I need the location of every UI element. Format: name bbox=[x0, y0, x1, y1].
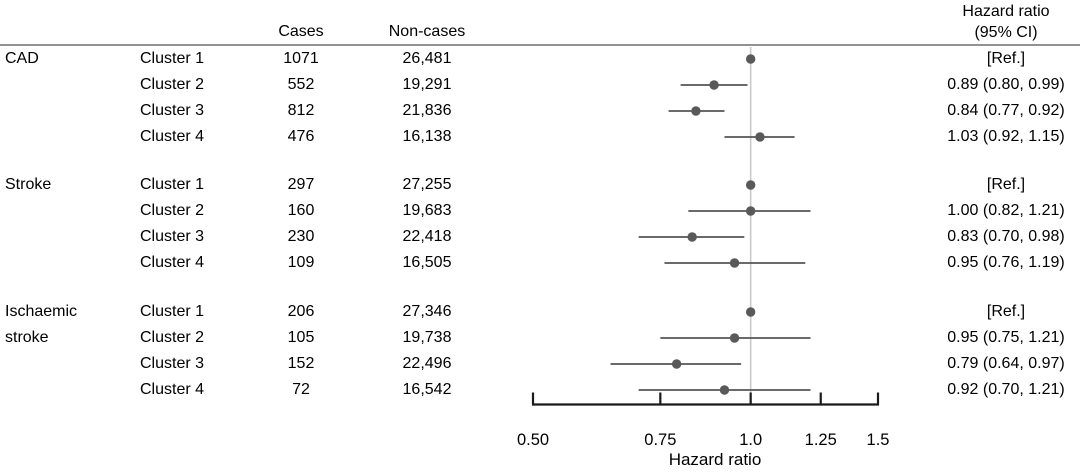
cases-value: 152 bbox=[287, 355, 315, 372]
hr-ci-value: 0.92 (0.70, 1.21) bbox=[947, 381, 1065, 398]
hr-marker bbox=[709, 80, 719, 90]
non-cases-value: 21,836 bbox=[402, 102, 452, 119]
outcome-label: Ischaemic bbox=[5, 303, 78, 320]
cluster-label: Cluster 1 bbox=[140, 176, 205, 193]
cases-value: 109 bbox=[287, 254, 315, 271]
cases-value: 206 bbox=[287, 303, 315, 320]
hr-marker bbox=[745, 206, 756, 216]
hr-ci-value: [Ref.] bbox=[986, 303, 1026, 320]
non-cases-value: 27,255 bbox=[402, 176, 452, 193]
cluster-label: Cluster 2 bbox=[140, 76, 205, 93]
hr-ci-value: 1.03 (0.92, 1.15) bbox=[947, 128, 1065, 145]
column-header-non-cases: Non-cases bbox=[388, 23, 466, 40]
x-axis-tick-label: 0.75 bbox=[644, 431, 676, 449]
x-axis-tick-label: 1.25 bbox=[805, 431, 837, 449]
cases-value: 105 bbox=[287, 329, 315, 346]
column-header-hazard-ratio: Hazard ratio (95% CI) bbox=[921, 1, 1080, 43]
outcome-label: stroke bbox=[5, 329, 49, 346]
x-axis-label: Hazard ratio bbox=[668, 450, 762, 469]
hr-marker bbox=[745, 307, 756, 317]
hr-ci-value: 0.79 (0.64, 0.97) bbox=[947, 355, 1065, 372]
cases-value: 72 bbox=[292, 381, 310, 398]
hr-ci-value: [Ref.] bbox=[986, 50, 1026, 67]
hr-marker bbox=[719, 385, 730, 395]
non-cases-value: 19,683 bbox=[402, 202, 452, 219]
non-cases-value: 19,291 bbox=[402, 76, 452, 93]
cases-value: 297 bbox=[287, 176, 315, 193]
cluster-label: Cluster 2 bbox=[140, 329, 205, 346]
cases-value: 1071 bbox=[283, 50, 319, 67]
hr-ci-value: 0.89 (0.80, 0.99) bbox=[947, 76, 1065, 93]
x-axis-tick-label: 1.0 bbox=[739, 431, 762, 449]
hr-marker bbox=[687, 232, 697, 242]
non-cases-value: 16,542 bbox=[402, 381, 452, 398]
non-cases-value: 22,496 bbox=[402, 355, 452, 372]
hr-marker bbox=[729, 333, 740, 343]
hr-ci-value: 0.95 (0.75, 1.21) bbox=[947, 329, 1065, 346]
cases-value: 812 bbox=[287, 102, 315, 119]
hr-marker bbox=[671, 359, 682, 369]
hr-ci-value: [Ref.] bbox=[986, 176, 1026, 193]
non-cases-value: 16,505 bbox=[402, 254, 452, 271]
hazard-ratio-header-line2: (95% CI) bbox=[974, 24, 1038, 41]
non-cases-value: 26,481 bbox=[402, 50, 452, 67]
cluster-label: Cluster 2 bbox=[140, 202, 205, 219]
hr-marker bbox=[745, 54, 756, 64]
x-axis-tick-label: 1.5 bbox=[867, 431, 890, 449]
cluster-label: Cluster 4 bbox=[140, 254, 205, 271]
hr-ci-value: 0.83 (0.70, 0.98) bbox=[947, 228, 1065, 245]
non-cases-value: 16,138 bbox=[402, 128, 452, 145]
hr-ci-value: 0.84 (0.77, 0.92) bbox=[947, 102, 1065, 119]
column-header-cases: Cases bbox=[278, 23, 324, 40]
cluster-label: Cluster 3 bbox=[140, 355, 205, 372]
cluster-label: Cluster 4 bbox=[140, 381, 205, 398]
cluster-label: Cluster 1 bbox=[140, 50, 205, 67]
cluster-label: Cluster 4 bbox=[140, 128, 205, 145]
hr-ci-value: 1.00 (0.82, 1.21) bbox=[947, 202, 1065, 219]
x-axis-tick-label: 0.50 bbox=[517, 431, 549, 449]
non-cases-value: 19,738 bbox=[402, 329, 452, 346]
cases-value: 552 bbox=[287, 76, 315, 93]
cluster-label: Cluster 3 bbox=[140, 102, 205, 119]
cases-value: 160 bbox=[287, 202, 315, 219]
hr-marker bbox=[755, 132, 765, 142]
hr-marker bbox=[729, 258, 740, 268]
hr-ci-value: 0.95 (0.76, 1.19) bbox=[947, 254, 1065, 271]
header-divider bbox=[0, 44, 1080, 46]
cases-value: 476 bbox=[287, 128, 315, 145]
hr-marker bbox=[691, 106, 701, 116]
non-cases-value: 27,346 bbox=[402, 303, 452, 320]
hr-marker bbox=[745, 180, 756, 190]
cluster-label: Cluster 1 bbox=[140, 303, 205, 320]
hazard-ratio-header-line1: Hazard ratio bbox=[962, 3, 1050, 20]
non-cases-value: 22,418 bbox=[402, 228, 452, 245]
cluster-label: Cluster 3 bbox=[140, 228, 205, 245]
outcome-label: CAD bbox=[5, 50, 39, 67]
cases-value: 230 bbox=[287, 228, 315, 245]
outcome-label: Stroke bbox=[5, 176, 52, 193]
